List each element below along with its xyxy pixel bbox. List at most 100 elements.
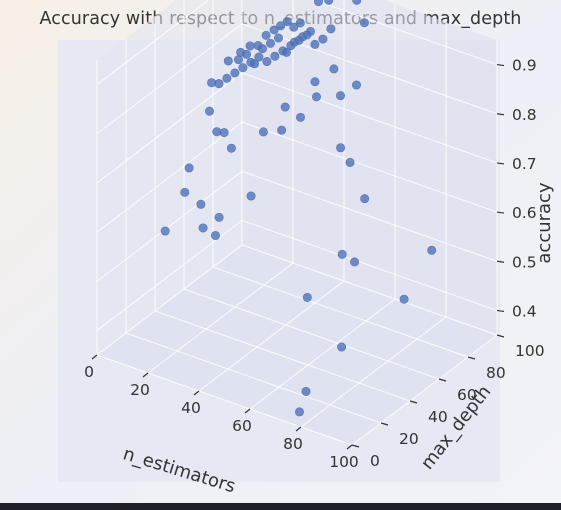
data-point-53 bbox=[258, 127, 268, 137]
data-point-68 bbox=[427, 245, 437, 255]
data-point-58 bbox=[310, 77, 320, 87]
grid-lines bbox=[96, 0, 498, 446]
data-point-11 bbox=[282, 17, 292, 27]
data-point-14 bbox=[234, 55, 244, 65]
data-point-15 bbox=[242, 49, 252, 59]
data-point-65 bbox=[337, 249, 347, 259]
grid-line-floor-x-0 bbox=[96, 244, 243, 356]
data-point-60 bbox=[335, 91, 345, 101]
data-point-27 bbox=[238, 63, 248, 73]
grid-line-floor-x-3 bbox=[249, 298, 396, 410]
y-tick-label-5: 100 bbox=[515, 342, 545, 360]
x-tick-label-0: 0 bbox=[84, 363, 94, 381]
grid-line-floor-x-1 bbox=[147, 262, 294, 374]
data-point-56 bbox=[295, 112, 305, 122]
grid-line-floor-x-2 bbox=[198, 280, 345, 392]
data-point-61 bbox=[351, 80, 361, 90]
data-point-62 bbox=[336, 143, 346, 153]
y-tick-label-1: 20 bbox=[399, 430, 419, 448]
floor-pane bbox=[97, 245, 497, 445]
z-tick-mark-0 bbox=[496, 309, 505, 313]
grid-line-floor-y-0 bbox=[96, 354, 353, 446]
data-point-43 bbox=[359, 18, 369, 28]
data-point-25 bbox=[222, 73, 232, 83]
data-point-63 bbox=[345, 157, 355, 167]
z-tick-label-5: 0.9 bbox=[512, 57, 537, 75]
data-points bbox=[160, 0, 437, 417]
data-point-24 bbox=[214, 79, 224, 89]
data-point-44 bbox=[205, 106, 215, 116]
data-point-42 bbox=[352, 0, 362, 5]
grid-line-back-z-4 bbox=[241, 23, 498, 115]
z-tick-mark-4 bbox=[496, 113, 505, 116]
x-tick-mark-4 bbox=[295, 426, 302, 432]
y-tick-label-4: 80 bbox=[486, 364, 506, 382]
data-point-64 bbox=[360, 194, 370, 204]
y-tick-mark-0 bbox=[351, 444, 360, 448]
x-tick-mark-0 bbox=[91, 354, 98, 360]
data-point-51 bbox=[211, 231, 221, 241]
x-tick-label-1: 20 bbox=[130, 381, 150, 399]
grid-line-left-z-2 bbox=[96, 121, 243, 233]
tick-marks bbox=[91, 63, 505, 450]
data-point-59 bbox=[329, 64, 339, 74]
grid-line-floor-y-5 bbox=[241, 244, 498, 336]
grid-line-floor-y-3 bbox=[183, 288, 440, 380]
data-point-38 bbox=[326, 24, 336, 34]
data-point-17 bbox=[257, 44, 267, 54]
data-point-69 bbox=[399, 294, 409, 304]
z-tick-mark-2 bbox=[496, 211, 505, 214]
x-tick-mark-1 bbox=[142, 372, 149, 378]
y-tick-label-3: 60 bbox=[457, 386, 477, 404]
data-point-0 bbox=[160, 226, 170, 236]
grid-line-back-z-0 bbox=[241, 219, 498, 311]
grid-line-left-z-1 bbox=[96, 170, 243, 282]
grid-line-left-z-3 bbox=[96, 72, 243, 184]
y-tick-label-0: 0 bbox=[370, 452, 380, 470]
data-point-8 bbox=[261, 30, 271, 40]
grid-line-back-z-3 bbox=[241, 72, 498, 164]
x-axis-label: n_estimators bbox=[121, 443, 238, 497]
data-point-70 bbox=[337, 342, 347, 352]
data-point-28 bbox=[246, 57, 256, 67]
x-tick-mark-2 bbox=[193, 390, 200, 396]
x-tick-mark-3 bbox=[244, 408, 251, 414]
z-tick-label-2: 0.6 bbox=[512, 204, 537, 222]
data-point-35 bbox=[302, 30, 312, 40]
data-point-26 bbox=[230, 68, 240, 78]
y-tick-mark-3 bbox=[438, 378, 447, 382]
y-tick-label-2: 40 bbox=[428, 408, 448, 426]
data-point-39 bbox=[314, 0, 323, 7]
data-point-48 bbox=[196, 199, 206, 209]
grid-line-left-z-4 bbox=[96, 23, 243, 135]
grid-line-back-z-5 bbox=[312, 0, 498, 66]
grid-line-floor-x-4 bbox=[300, 316, 447, 428]
data-point-9 bbox=[269, 25, 279, 35]
data-point-72 bbox=[294, 407, 304, 417]
y-tick-mark-2 bbox=[409, 400, 418, 404]
z-tick-label-3: 0.7 bbox=[512, 155, 537, 173]
data-point-12 bbox=[289, 22, 299, 32]
window-bottom-edge bbox=[0, 503, 561, 510]
grid-line-floor-y-4 bbox=[212, 266, 469, 358]
data-point-71 bbox=[301, 386, 311, 396]
data-point-18 bbox=[265, 38, 275, 48]
x-tick-label-3: 60 bbox=[232, 417, 252, 435]
data-point-54 bbox=[280, 102, 290, 112]
data-point-19 bbox=[273, 33, 283, 43]
data-point-36 bbox=[310, 39, 320, 49]
data-point-37 bbox=[318, 34, 328, 44]
data-point-52 bbox=[246, 191, 256, 201]
data-point-47 bbox=[226, 143, 236, 153]
y-tick-mark-5 bbox=[496, 334, 505, 338]
x-tick-label-2: 40 bbox=[181, 399, 201, 417]
z-tick-label-1: 0.5 bbox=[512, 253, 537, 271]
data-point-32 bbox=[278, 46, 288, 56]
grid-line-floor-y-2 bbox=[154, 310, 411, 402]
z-tick-mark-5 bbox=[496, 63, 505, 67]
data-point-40 bbox=[324, 0, 334, 5]
y-tick-mark-1 bbox=[380, 422, 389, 426]
data-point-31 bbox=[270, 51, 280, 61]
grid-line-back-z-2 bbox=[241, 121, 498, 213]
data-point-30 bbox=[262, 57, 272, 67]
